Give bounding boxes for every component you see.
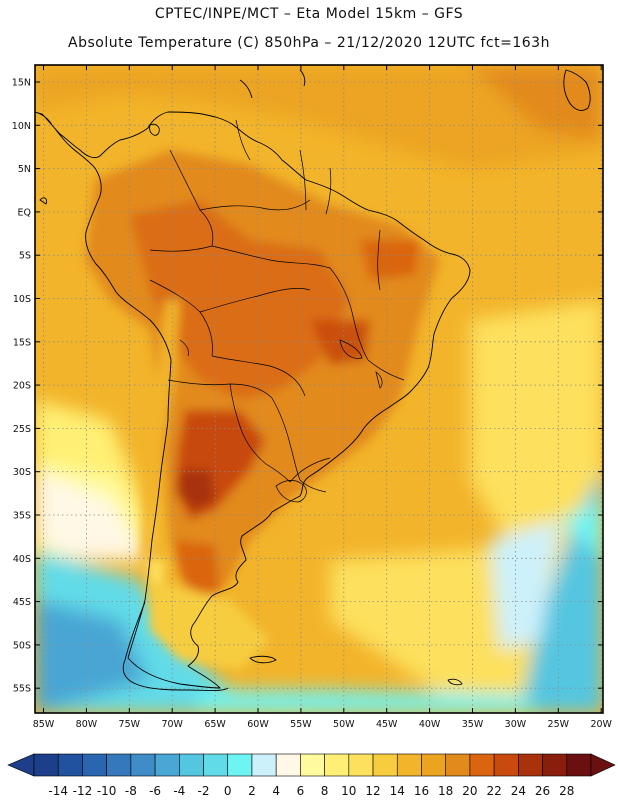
map-subtitle: Absolute Temperature (C) 850hPa – 21/12/… — [68, 35, 550, 51]
lon-label: 35W — [462, 719, 484, 730]
colorbar-swatch — [372, 753, 398, 777]
lat-label: 15S — [13, 337, 31, 348]
map-title: CPTEC/INPE/MCT – Eta Model 15km – GFS — [154, 6, 464, 22]
latitude-labels: 15N 10N 5N EQ 5S 10S 15S 20S 25S 30S 35S 40S 45S 50S 5… — [12, 78, 31, 695]
colorbar-swatch — [154, 753, 180, 777]
colorbar-swatch — [275, 753, 301, 777]
colorbar-swatch — [421, 753, 446, 777]
lon-label: 85W — [33, 719, 55, 730]
colorbar-swatch — [469, 753, 495, 777]
colorbar-swatch — [203, 753, 229, 777]
lon-label: 60W — [247, 719, 269, 730]
colorbar-swatch — [518, 753, 543, 777]
lon-label: 80W — [76, 719, 98, 730]
lat-lon-grid — [35, 65, 603, 713]
colorbar-label: 26 — [535, 784, 550, 798]
lon-label: 45W — [376, 719, 398, 730]
colorbar-label: -12 — [73, 784, 93, 798]
lon-label: 65W — [204, 719, 226, 730]
lon-label: 30W — [505, 719, 527, 730]
colorbar — [7, 753, 616, 777]
colorbar-swatch — [348, 753, 374, 777]
lat-label: 15N — [12, 78, 31, 89]
lon-label: 50W — [333, 719, 355, 730]
lat-label: EQ — [18, 207, 31, 218]
colorbar-label: -14 — [48, 784, 68, 798]
lon-label: 25W — [548, 719, 570, 730]
longitude-labels: 85W 80W 75W 70W 65W 60W 55W 50W 45W 40W 35W 30W 25W 2… — [33, 719, 613, 730]
colorbar-swatch — [542, 753, 568, 777]
colorbar-swatch — [106, 753, 132, 777]
colorbar-labels: -14 -12 -10 -8 -6 -4 -2 0 2 4 6 8 10 12 14 16 18 20 22 24 26… — [48, 784, 574, 798]
colorbar-swatch — [227, 753, 253, 777]
colorbar-label: 16 — [414, 784, 429, 798]
colorbar-label: -4 — [173, 784, 185, 798]
lon-label: 70W — [161, 719, 183, 730]
lat-label: 45S — [13, 597, 31, 608]
colorbar-label: 12 — [365, 784, 380, 798]
map-frame — [34, 64, 604, 714]
lat-label: 40S — [13, 554, 31, 565]
lon-label: 75W — [119, 719, 141, 730]
lon-label: 40W — [419, 719, 441, 730]
lat-label: 55S — [13, 684, 31, 695]
colorbar-swatch — [445, 753, 471, 777]
colorbar-label: 6 — [297, 784, 305, 798]
lat-label: 30S — [13, 467, 31, 478]
colorbar-swatch — [396, 753, 422, 777]
colorbar-label: 8 — [321, 784, 329, 798]
colorbar-swatch — [251, 753, 277, 777]
colorbar-label: 4 — [272, 784, 280, 798]
colorbar-swatch — [179, 753, 204, 777]
colorbar-swatch — [300, 753, 325, 777]
lat-label: 5N — [18, 164, 31, 175]
lat-label: 50S — [13, 640, 31, 651]
colorbar-label: 0 — [224, 784, 232, 798]
colorbar-arrow-left — [7, 753, 35, 777]
colorbar-label: 22 — [486, 784, 501, 798]
colorbar-swatch — [566, 753, 592, 777]
colorbar-swatch — [493, 753, 519, 777]
colorbar-swatch — [324, 753, 350, 777]
lat-label: 20S — [13, 381, 31, 392]
lat-label: 10S — [13, 294, 31, 305]
country-borders — [149, 119, 405, 503]
lon-label: 55W — [290, 719, 312, 730]
colorbar-swatch — [130, 753, 156, 777]
colorbar-swatch — [57, 753, 83, 777]
colorbar-arrow-right — [590, 753, 616, 777]
colorbar-label: -2 — [198, 784, 210, 798]
lat-label: 5S — [19, 251, 31, 262]
colorbar-label: -6 — [149, 784, 161, 798]
lat-label: 10N — [12, 121, 31, 132]
colorbar-swatch — [82, 753, 107, 777]
colorbar-label: 10 — [341, 784, 356, 798]
axis-ticks — [35, 65, 603, 713]
lat-label: 35S — [13, 511, 31, 522]
temperature-field — [35, 65, 603, 713]
colorbar-swatch — [33, 753, 59, 777]
colorbar-label: 2 — [248, 784, 256, 798]
colorbar-label: 28 — [559, 784, 574, 798]
colorbar-label: -10 — [97, 784, 117, 798]
colorbar-label: 20 — [462, 784, 477, 798]
colorbar-label: 14 — [390, 784, 405, 798]
lon-label: 20W — [590, 719, 612, 730]
lat-label: 25S — [13, 424, 31, 435]
colorbar-label: 18 — [438, 784, 453, 798]
colorbar-label: 24 — [511, 784, 526, 798]
colorbar-label: -8 — [125, 784, 137, 798]
